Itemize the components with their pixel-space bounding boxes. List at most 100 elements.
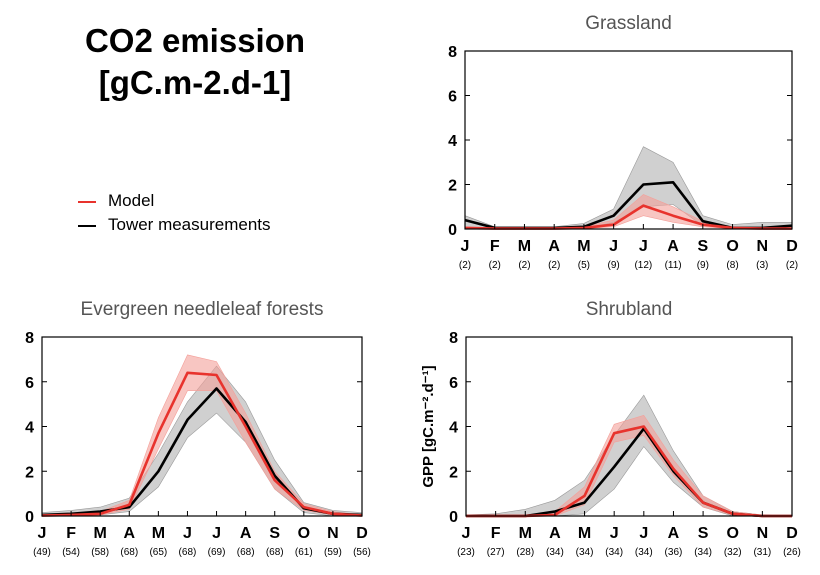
shrubland-title: Shrubland [586,299,673,320]
evergreen-ytick-label: 8 [25,330,34,347]
main-title-line-2: [gC.m-2.d-1] [98,64,292,101]
grassland-ytick-label: 6 [448,89,457,106]
grassland-count-label: (2) [489,260,501,271]
shrubland-count-label: (36) [665,547,683,558]
grassland-xtick-label: S [697,238,708,255]
evergreen-model-band [41,354,363,517]
legend-label-tower: Tower measurements [108,215,271,234]
evergreen-xtick-label: M [94,525,107,542]
shrubland-ytick-label: 0 [449,509,458,526]
evergreen-title: Evergreen needleleaf forests [81,299,324,320]
shrubland-xtick-label: A [668,525,680,542]
grassland-xtick-label: J [461,238,470,255]
grassland-count-label: (8) [726,260,738,271]
shrubland-ytick-label: 4 [449,420,458,437]
grassland-xtick-label: M [577,238,590,255]
evergreen-count-label: (59) [324,547,342,558]
shrubland-tower-band [465,394,793,517]
grassland-count-label: (2) [518,260,530,271]
shrubland-count-label: (34) [635,547,653,558]
grassland-count-label: (12) [634,260,652,271]
shrubland-count-label: (34) [694,547,712,558]
shrubland-xtick-label: M [519,525,532,542]
grassland-xtick-label: D [786,238,798,255]
evergreen-count-label: (68) [120,547,138,558]
evergreen-count-label: (56) [353,547,371,558]
main-title-line-1: CO2 emission [84,22,306,59]
evergreen-count-label: (65) [149,547,167,558]
shrubland-xtick-label: J [610,525,619,542]
shrubland-ylabel: GPP [gC.m⁻².d⁻¹] [420,365,437,487]
legend-swatch-tower [78,225,96,227]
grassland-count-label: (9) [697,260,709,271]
grassland-count-label: (2) [548,260,560,271]
evergreen-count-label: (49) [33,547,51,558]
shrubland-xtick-label: M [578,525,591,542]
grassland-ytick-label: 0 [448,222,457,239]
evergreen-xtick-label: A [123,525,135,542]
shrubland-xtick-label: S [698,525,709,542]
shrubland-xtick-label: A [549,525,561,542]
shrubland-xtick-label: O [727,525,739,542]
evergreen-model-line [41,371,363,517]
grassland-xtick-label: A [548,238,560,255]
evergreen-ytick-label: 2 [25,464,34,481]
grassland-xtick-label: N [756,238,768,255]
evergreen-xtick-label: J [38,525,47,542]
shrubland-xtick-label: J [462,525,471,542]
shrubland-ytick-label: 6 [449,375,458,392]
shrubland-count-label: (32) [724,547,742,558]
shrubland-ytick-label: 8 [449,330,458,347]
shrubland-count-label: (34) [546,547,564,558]
evergreen-xtick-label: M [152,525,165,542]
shrubland-count-label: (23) [457,547,475,558]
evergreen-count-label: (58) [91,547,109,558]
grassland-xtick-label: F [490,238,500,255]
evergreen-ytick-label: 4 [25,420,34,437]
shrubland-xtick-label: D [786,525,798,542]
evergreen-xtick-label: D [356,525,368,542]
grassland-count-label: (11) [665,260,682,271]
grassland-ytick-label: 2 [448,178,457,195]
shrubland-ytick-label: 2 [449,464,458,481]
evergreen-xtick-label: F [66,525,76,542]
evergreen-ytick-label: 6 [25,375,34,392]
shrubland-count-label: (28) [516,547,534,558]
shrubland-count-label: (31) [753,547,771,558]
grassland-count-label: (2) [459,260,471,271]
grassland-xtick-label: M [518,238,531,255]
shrubland-xtick-label: J [639,525,648,542]
main-title: CO2 emission [gC.m-2.d-1] [40,20,350,104]
evergreen-xtick-label: J [183,525,192,542]
grassland-count-label: (9) [608,260,620,271]
evergreen-count-label: (61) [295,547,313,558]
evergreen-count-label: (68) [237,547,255,558]
evergreen-count-label: (54) [62,547,80,558]
legend-swatch-model [78,201,96,203]
shrubland-count-label: (26) [783,547,801,558]
shrubland-count-label: (34) [605,547,623,558]
evergreen-xtick-label: J [212,525,221,542]
shrubland-xtick-label: N [757,525,769,542]
evergreen-ytick-label: 0 [25,509,34,526]
grassland-count-label: (5) [578,260,590,271]
evergreen-xtick-label: N [327,525,339,542]
evergreen-count-label: (69) [208,547,226,558]
evergreen-count-label: (68) [179,547,197,558]
grassland-ytick-label: 8 [448,44,457,61]
shrubland-count-label: (27) [487,547,505,558]
grassland-xtick-label: A [667,238,679,255]
shrubland-xtick-label: F [491,525,501,542]
shrubland-count-label: (34) [576,547,594,558]
grassland-xtick-label: J [609,238,618,255]
grassland-xtick-label: J [639,238,648,255]
grassland-count-label: (2) [786,260,798,271]
grassland-ytick-label: 4 [448,133,457,150]
evergreen-xtick-label: A [240,525,252,542]
evergreen-xtick-label: S [269,525,280,542]
grassland-title: Grassland [585,13,672,34]
evergreen-xtick-label: O [298,525,310,542]
evergreen-count-label: (68) [266,547,284,558]
grassland-xtick-label: O [726,238,738,255]
